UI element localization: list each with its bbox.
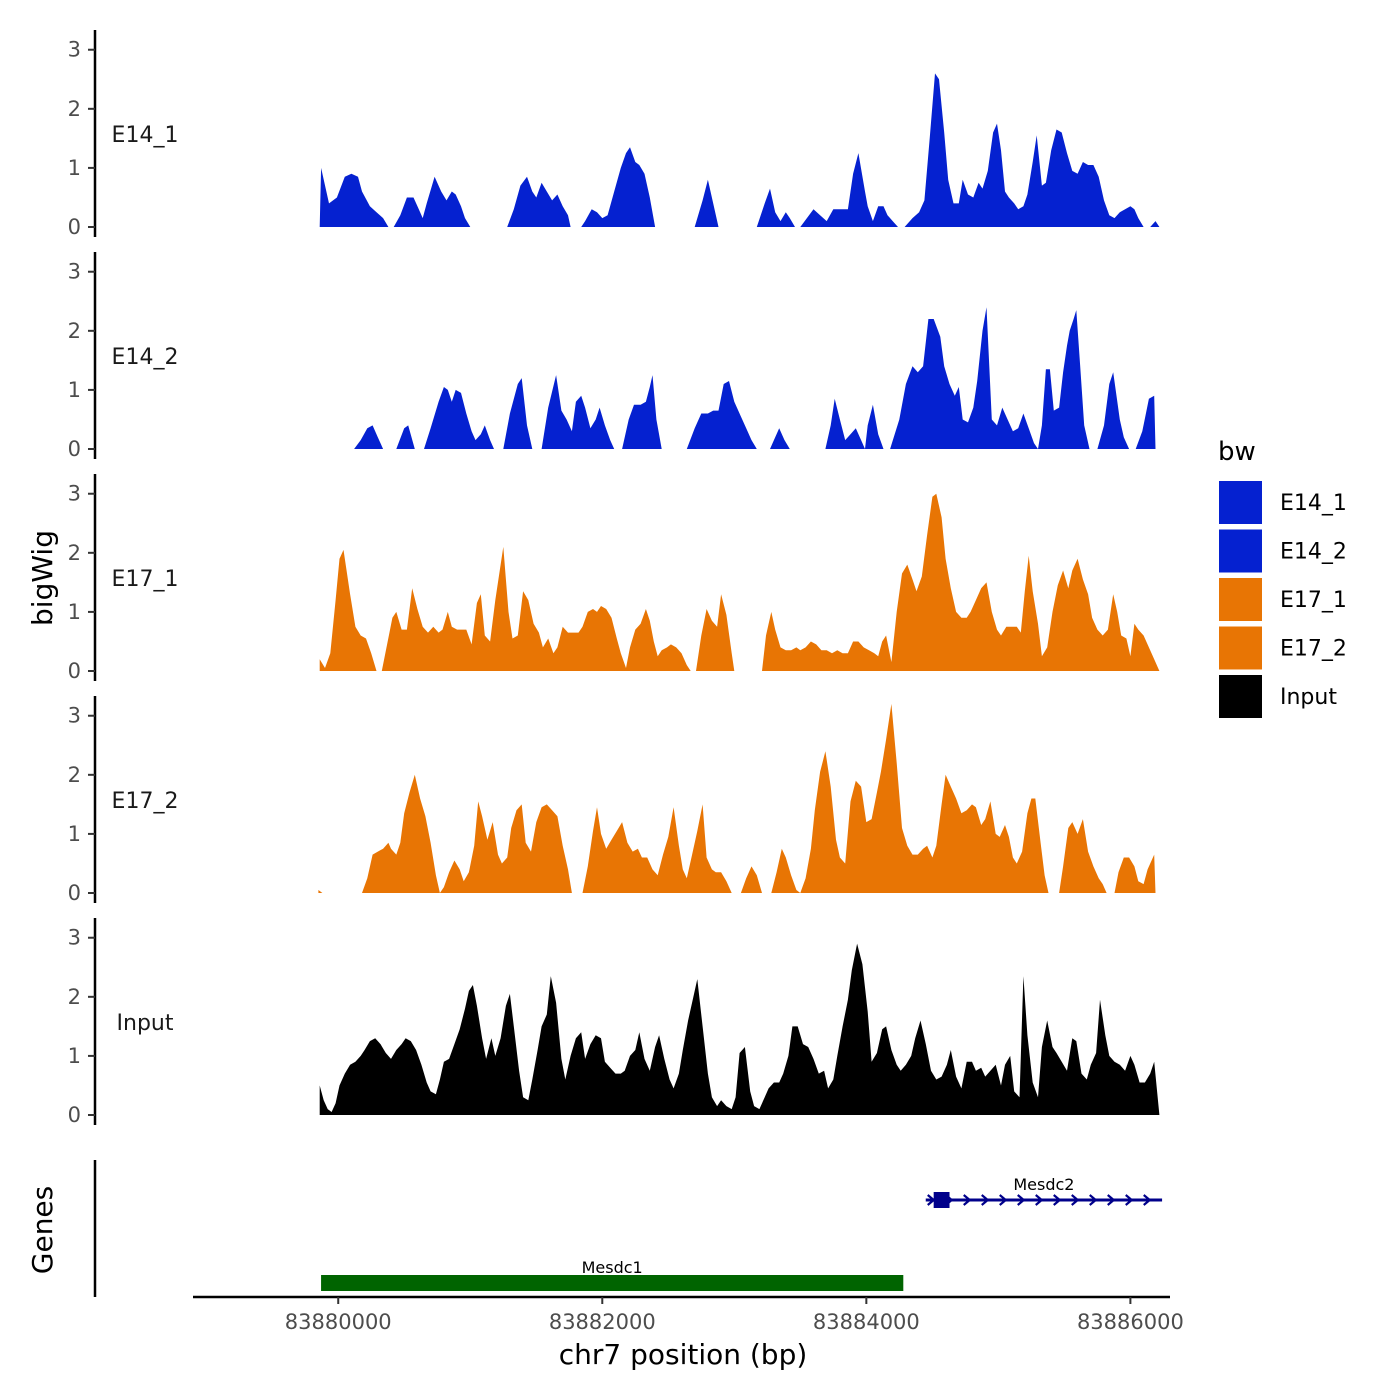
y-tick-label: 1	[68, 1044, 81, 1068]
strand-arrow	[1017, 1194, 1026, 1206]
x-tick-label: 83884000	[813, 1310, 920, 1334]
legend-title: bw	[1218, 437, 1256, 467]
track-label: E14_2	[112, 345, 179, 370]
coverage-area	[354, 307, 1156, 449]
y-tick-label: 3	[68, 482, 81, 506]
y-tick-label: 1	[68, 822, 81, 846]
y-tick-label: 3	[68, 260, 81, 284]
gene-exon	[933, 1192, 950, 1208]
y-tick-label: 0	[68, 659, 81, 683]
track-label: E14_1	[112, 123, 179, 148]
track-label: Input	[117, 1011, 174, 1036]
y-tick-label: 1	[68, 156, 81, 180]
y-tick-label: 2	[68, 985, 81, 1009]
x-axis: 83880000 83882000 83884000 83886000	[193, 1295, 1184, 1334]
y-tick-label: 0	[68, 1103, 81, 1127]
x-tick-label: 83886000	[1077, 1310, 1184, 1334]
track-e17-1: 0 1 2 3 E17_1	[68, 474, 1160, 683]
strand-arrow	[1035, 1194, 1044, 1206]
legend-label: E14_2	[1280, 540, 1347, 565]
legend-label: Input	[1280, 685, 1337, 710]
gene-body	[321, 1275, 904, 1291]
y-tick-label: 1	[68, 378, 81, 402]
strand-arrow	[963, 1194, 972, 1206]
track-e17-2: 0 1 2 3 E17_2	[68, 696, 1156, 905]
y-tick-label: 0	[68, 437, 81, 461]
y-tick-label: 2	[68, 319, 81, 343]
x-axis-title: chr7 position (bp)	[559, 1338, 808, 1371]
gene-mesdc1: Mesdc1	[321, 1258, 904, 1291]
y-tick-label: 3	[68, 38, 81, 62]
track-input: 0 1 2 3 Input	[68, 918, 1160, 1127]
legend-swatch	[1217, 479, 1264, 526]
strand-arrow	[999, 1194, 1008, 1206]
strand-arrow	[1125, 1194, 1134, 1206]
track-label: E17_1	[112, 567, 179, 592]
y-tick-label: 2	[68, 541, 81, 565]
strand-arrow	[1089, 1194, 1098, 1206]
y-tick-label: 3	[68, 926, 81, 950]
gene-label: Mesdc2	[1013, 1175, 1074, 1194]
gene-mesdc2: Mesdc2	[925, 1175, 1163, 1208]
x-tick-label: 83880000	[285, 1310, 392, 1334]
legend-swatch	[1217, 673, 1264, 720]
y-tick-label: 2	[68, 97, 81, 121]
track-e14-2: 0 1 2 3 E14_2	[68, 252, 1156, 461]
y-tick-label: 2	[68, 763, 81, 787]
strand-arrow	[1143, 1194, 1152, 1206]
strand-arrow	[1053, 1194, 1062, 1206]
track-label: E17_2	[112, 789, 179, 814]
strand-arrow	[981, 1194, 990, 1206]
legend-label: E17_2	[1280, 637, 1347, 662]
strand-arrow	[1107, 1194, 1116, 1206]
coverage-area	[319, 493, 1160, 671]
y-tick-label: 1	[68, 600, 81, 624]
legend-swatch	[1217, 576, 1264, 623]
gene-label: Mesdc1	[582, 1258, 643, 1277]
legend-swatch	[1217, 527, 1264, 575]
legend: bw E14_1 E14_2 E17_1 E17_2 Input	[1217, 437, 1347, 720]
y-tick-label: 0	[68, 881, 81, 905]
coverage-area	[319, 73, 1160, 228]
coverage-tracks: 0 1 2 3 E14_1 0 1 2 3 E14_2 0 1 2 3 E17_1 0 1 2 3 E17_2 0 1 2 3…	[68, 30, 1160, 1127]
genes-panel: Mesdc2 Mesdc1	[93, 1160, 1163, 1297]
legend-swatch	[1217, 624, 1264, 672]
legend-label: E14_1	[1280, 491, 1347, 516]
strand-arrow	[1071, 1194, 1080, 1206]
track-e14-1: 0 1 2 3 E14_1	[68, 30, 1160, 239]
x-tick-label: 83882000	[549, 1310, 656, 1334]
genes-panel-title: Genes	[26, 1186, 59, 1274]
y-axis-title: bigWig	[26, 530, 59, 626]
coverage-area	[319, 943, 1160, 1115]
y-tick-label: 0	[68, 215, 81, 239]
legend-label: E17_1	[1280, 588, 1347, 613]
y-tick-label: 3	[68, 704, 81, 728]
coverage-area	[318, 703, 1156, 893]
